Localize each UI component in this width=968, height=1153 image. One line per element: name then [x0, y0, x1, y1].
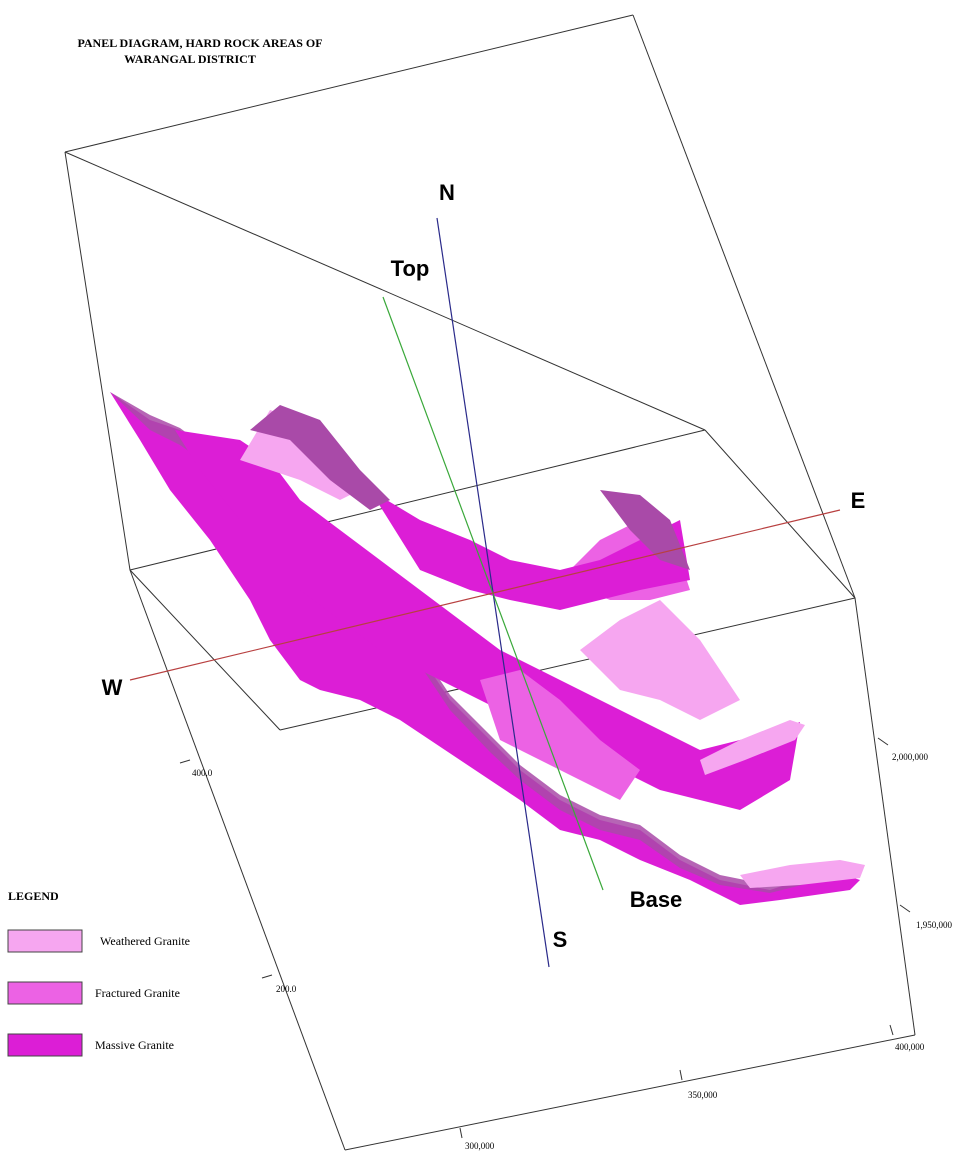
- axis-label: 350,000: [688, 1090, 718, 1100]
- west-east-line: [129, 509, 841, 681]
- legend-title: LEGEND: [8, 889, 59, 903]
- legend: LEGEND Weathered Granite Fractured Granit…: [7, 889, 190, 1057]
- direction-label: S: [553, 927, 568, 952]
- direction-label: Top: [391, 256, 430, 281]
- legend-swatch: [7, 1033, 83, 1057]
- axis-label: 400,000: [895, 1042, 925, 1052]
- bounding-box: [64, 14, 916, 1151]
- legend-label: Weathered Granite: [100, 934, 190, 948]
- axis-label: 300,000: [465, 1141, 495, 1151]
- direction-label: W: [102, 675, 123, 700]
- direction-lines: [129, 217, 841, 968]
- axis-label: 2,000,000: [892, 752, 929, 762]
- axis-label: 200.0: [276, 984, 297, 994]
- legend-swatch: [7, 929, 83, 953]
- legend-label: Fractured Granite: [95, 986, 180, 1000]
- legend-swatch: [7, 981, 83, 1005]
- panels: [110, 392, 865, 905]
- axis-label: 1,950,000: [916, 920, 953, 930]
- direction-label: Base: [630, 887, 683, 912]
- legend-label: Massive Granite: [95, 1038, 174, 1052]
- axis-label: 400.0: [192, 768, 213, 778]
- direction-label: E: [851, 488, 866, 513]
- direction-label: N: [439, 180, 455, 205]
- title-line: PANEL DIAGRAM, HARD ROCK AREAS OF: [77, 36, 322, 50]
- title-line: WARANGAL DISTRICT: [124, 52, 256, 66]
